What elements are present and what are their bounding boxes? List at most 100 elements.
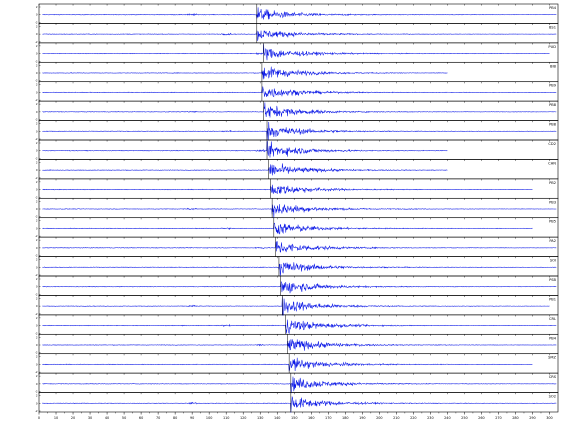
x-tick-label: 180 — [342, 416, 348, 420]
x-tick-label: 190 — [359, 416, 365, 420]
amplitude-label: 0 — [36, 90, 38, 94]
station-label: PA2 — [549, 239, 556, 243]
seismogram-trace — [42, 102, 557, 118]
trace-panel — [38, 333, 559, 355]
station-label: PB1 — [549, 297, 556, 301]
station-label: PB3 — [549, 200, 556, 204]
amplitude-label: -2 — [35, 195, 38, 199]
amplitude-label: 2 — [36, 238, 38, 242]
x-tick-label: 260 — [478, 416, 484, 420]
x-tick-label: 130 — [257, 416, 263, 420]
x-tick-label: 150 — [291, 416, 297, 420]
amplitude-label: 2 — [36, 5, 38, 9]
station-label: CD2 — [548, 142, 556, 146]
amplitude-label: 2 — [36, 316, 38, 320]
x-tick-label: 80 — [173, 416, 177, 420]
amplitude-label: 0 — [36, 71, 38, 75]
amplitude-label: -2 — [35, 273, 38, 277]
amplitude-label: -2 — [35, 292, 38, 296]
x-tick-label: 200 — [376, 416, 382, 420]
amplitude-label: 0 — [36, 304, 38, 308]
amplitude-label: -2 — [35, 176, 38, 180]
amplitude-label: 0 — [36, 110, 38, 114]
amplitude-label: 0 — [36, 207, 38, 211]
seismogram-trace — [42, 357, 533, 372]
amplitude-label: 0 — [36, 129, 38, 133]
x-tick-label: 280 — [512, 416, 518, 420]
seismogram-trace — [42, 376, 557, 394]
x-tick-label: 300 — [546, 416, 552, 420]
amplitude-label: -2 — [35, 118, 38, 122]
x-tick-label: 290 — [529, 416, 535, 420]
amplitude-label: -2 — [35, 79, 38, 83]
amplitude-label: 2 — [36, 83, 38, 87]
amplitude-label: -2 — [35, 254, 38, 258]
trace-panel — [38, 120, 559, 141]
seismogram-trace — [42, 163, 448, 176]
x-tick-label: 30 — [88, 416, 92, 420]
station-label: CRS — [549, 375, 557, 379]
station-label: PB2 — [549, 181, 556, 185]
station-label: PSB — [549, 278, 556, 282]
seismogram-trace — [42, 44, 550, 61]
x-tick-label: 250 — [461, 416, 467, 420]
amplitude-label: 2 — [36, 335, 38, 339]
amplitude-label: -2 — [35, 40, 38, 44]
x-tick-label: 10 — [54, 416, 58, 420]
amplitude-label: 0 — [36, 285, 38, 289]
amplitude-label: 0 — [36, 265, 38, 269]
amplitude-label: 2 — [36, 355, 38, 359]
trace-panel — [38, 392, 559, 413]
trace-panel — [38, 314, 559, 335]
trace-panel — [38, 295, 559, 316]
amplitude-label: 0 — [36, 149, 38, 153]
amplitude-label: 0 — [36, 13, 38, 17]
seismogram-trace — [42, 7, 557, 20]
station-label: PB4 — [549, 6, 557, 10]
trace-panel — [38, 23, 559, 44]
station-label: PB4 — [549, 336, 557, 340]
seismogram-trace — [42, 319, 557, 335]
station-label: PUD — [548, 45, 556, 49]
seismogram-trace — [42, 395, 557, 413]
station-label: PB8 — [549, 123, 557, 127]
amplitude-label: 2 — [36, 141, 38, 145]
amplitude-label: 0 — [36, 226, 38, 230]
x-tick-label: 160 — [308, 416, 314, 420]
amplitude-label: 0 — [36, 362, 38, 366]
station-label: SOI — [550, 259, 556, 263]
trace-panel — [38, 81, 559, 102]
x-tick-label: 170 — [325, 416, 331, 420]
amplitude-label: -2 — [35, 312, 38, 316]
x-tick-label: 240 — [444, 416, 450, 420]
amplitude-label: 2 — [36, 258, 38, 262]
amplitude-label: 0 — [36, 401, 38, 405]
x-tick-label: 230 — [427, 416, 433, 420]
seismogram-trace — [42, 204, 557, 219]
seismogram-trace — [42, 141, 448, 158]
station-label: CHN — [548, 161, 556, 165]
amplitude-label: -2 — [35, 20, 38, 24]
x-tick-label: 40 — [105, 416, 109, 420]
amplitude-label: 0 — [36, 32, 38, 36]
amplitude-label: 2 — [36, 199, 38, 203]
amplitude-label: 2 — [36, 63, 38, 67]
seismogram-trace — [42, 121, 557, 141]
amplitude-label: 2 — [36, 374, 38, 378]
x-tick-label: 120 — [240, 416, 246, 420]
x-tick-label: 50 — [122, 416, 126, 420]
station-label: PB8 — [549, 103, 557, 107]
amplitude-label: -2 — [35, 351, 38, 355]
amplitude-label: -2 — [35, 390, 38, 394]
x-tick-label: 70 — [156, 416, 160, 420]
x-tick-label: 90 — [190, 416, 194, 420]
seismogram-trace — [42, 339, 557, 351]
seismogram-trace — [42, 241, 557, 253]
amplitude-label: 0 — [36, 324, 38, 328]
station-label: PB9 — [549, 84, 557, 88]
amplitude-label: -2 — [35, 156, 38, 160]
amplitude-label: 2 — [36, 277, 38, 281]
amplitude-label: 2 — [36, 219, 38, 223]
x-tick-label: 110 — [223, 416, 229, 420]
amplitude-label: 2 — [36, 160, 38, 164]
